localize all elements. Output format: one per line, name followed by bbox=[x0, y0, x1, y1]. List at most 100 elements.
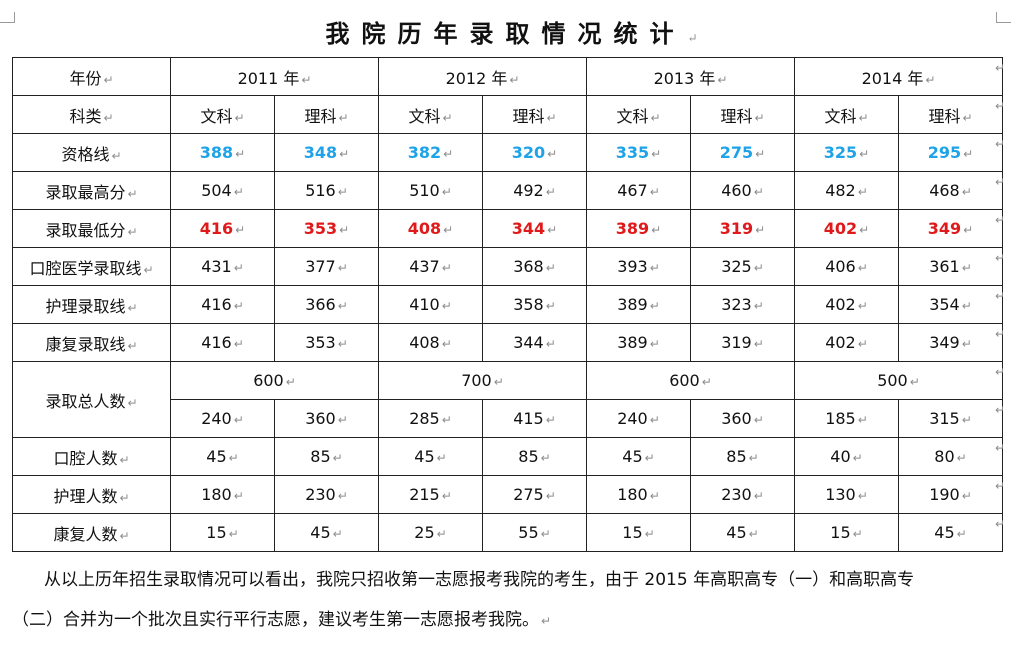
cell-end-mark-icon: ↵ bbox=[119, 528, 130, 543]
cell-text: 388 bbox=[199, 143, 234, 162]
score-cell: 510 ↵ bbox=[378, 171, 483, 210]
cell-text: 416 bbox=[199, 219, 234, 238]
cell-text: 320 bbox=[511, 143, 546, 162]
cell-end-mark-icon: ↵ bbox=[701, 375, 712, 389]
cell-text: 文科 bbox=[616, 106, 649, 126]
score-cell: 388 ↵ bbox=[170, 133, 275, 172]
count-cell: 40 ↵ bbox=[794, 437, 899, 476]
cell-end-mark-icon: ↵ bbox=[493, 375, 504, 389]
score-cell: 431 ↵ bbox=[170, 247, 275, 286]
cell-text: 45 bbox=[414, 447, 435, 466]
score-cell: 323 ↵ bbox=[690, 285, 795, 324]
total-row-year: 录取总人数 ↵ 600 ↵ 700 ↵ 600 ↵ 500 ↵ bbox=[12, 361, 1003, 438]
cell-end-mark-icon: ↵ bbox=[235, 223, 246, 237]
count-cell: 15 ↵ bbox=[170, 513, 275, 552]
cell-text: 85 bbox=[310, 447, 331, 466]
subject-header-cell: 理科 ↵ bbox=[482, 95, 587, 134]
cell-end-mark-icon: ↵ bbox=[547, 223, 558, 237]
score-cell: 295 ↵ bbox=[898, 133, 1003, 172]
cell-text: 349 bbox=[927, 219, 962, 238]
score-cell: 344 ↵ bbox=[482, 209, 587, 248]
subject-header-cell: 理科 ↵ bbox=[690, 95, 795, 134]
cell-text: 240 bbox=[617, 409, 648, 428]
cell-end-mark-icon: ↵ bbox=[546, 110, 557, 125]
count-cell: 360 ↵ bbox=[690, 399, 795, 438]
cell-text: 55 bbox=[518, 523, 539, 542]
year-header-cell: 2013 年 ↵ bbox=[586, 57, 795, 96]
cell-end-mark-icon: ↵ bbox=[338, 110, 349, 125]
cell-end-mark-icon: ↵ bbox=[285, 375, 296, 389]
cell-end-mark-icon: ↵ bbox=[301, 72, 312, 87]
cell-text: 360 bbox=[305, 409, 336, 428]
cell-end-mark-icon: ↵ bbox=[545, 413, 556, 427]
cell-end-mark-icon: ↵ bbox=[509, 72, 520, 87]
score-cell: 349 ↵ bbox=[898, 323, 1003, 362]
cell-text: 文科 bbox=[200, 106, 233, 126]
cell-end-mark-icon: ↵ bbox=[103, 72, 114, 87]
cell-text: 516 bbox=[305, 181, 336, 200]
score-cell: 319 ↵ bbox=[690, 209, 795, 248]
row-end-mark-icon: ↵ bbox=[995, 517, 1006, 531]
total-row-split: 240 ↵ 360 ↵ 285 ↵ 415 ↵ 240 ↵ 360 ↵ 185 ↵ 315 ↵ bbox=[13, 399, 1003, 438]
year-header-cell: 2011 年 ↵ bbox=[170, 57, 379, 96]
cell-end-mark-icon: ↵ bbox=[755, 147, 766, 161]
cell-end-mark-icon: ↵ bbox=[717, 72, 728, 87]
cell-end-mark-icon: ↵ bbox=[753, 261, 764, 275]
cell-text: 389 bbox=[615, 219, 650, 238]
cell-end-mark-icon: ↵ bbox=[103, 110, 114, 125]
row-label-cell: 资格线 ↵ bbox=[12, 133, 171, 172]
cell-text: 85 bbox=[518, 447, 539, 466]
count-cell: 180 ↵ bbox=[586, 475, 691, 514]
cell-text: 录取最高分 bbox=[45, 182, 126, 202]
cell-end-mark-icon: ↵ bbox=[857, 261, 868, 275]
cell-end-mark-icon: ↵ bbox=[963, 223, 974, 237]
cell-text: 45 bbox=[310, 523, 331, 542]
cell-text: 358 bbox=[513, 295, 544, 314]
cell-text: 319 bbox=[719, 219, 754, 238]
conclusion-paragraph-line-1: 从以上历年招生录取情况可以看出，我院只招收第一志愿报考我院的考生，由于 2015… bbox=[12, 570, 997, 590]
row-label-cell: 口腔人数 ↵ bbox=[12, 437, 171, 476]
cell-text: 510 bbox=[409, 181, 440, 200]
cell-end-mark-icon: ↵ bbox=[857, 413, 868, 427]
row-end-mark-icon: ↵ bbox=[995, 479, 1006, 493]
count-cell: 130 ↵ bbox=[794, 475, 899, 514]
cell-end-mark-icon: ↵ bbox=[547, 147, 558, 161]
score-cell: 368 ↵ bbox=[482, 247, 587, 286]
cell-text: 230 bbox=[305, 485, 336, 504]
cell-text: 361 bbox=[929, 257, 960, 276]
cell-end-mark-icon: ↵ bbox=[441, 299, 452, 313]
cell-text: 25 bbox=[414, 523, 435, 542]
cell-text: 415 bbox=[513, 409, 544, 428]
year-total-cell: 700 ↵ bbox=[378, 361, 587, 400]
row-label-cell: 康复人数 ↵ bbox=[12, 513, 171, 552]
cell-end-mark-icon: ↵ bbox=[545, 299, 556, 313]
cell-text: 185 bbox=[825, 409, 856, 428]
count-cell: 45 ↵ bbox=[170, 437, 275, 476]
score-cell: 416 ↵ bbox=[170, 209, 275, 248]
cell-text: 85 bbox=[726, 447, 747, 466]
row-label-cell: 录取最低分 ↵ bbox=[12, 209, 171, 248]
score-cell: 393 ↵ bbox=[586, 247, 691, 286]
score-cell: 389 ↵ bbox=[586, 285, 691, 324]
cell-end-mark-icon: ↵ bbox=[235, 147, 246, 161]
cell-text: 康复录取线 bbox=[45, 334, 126, 354]
cell-text: 416 bbox=[201, 295, 232, 314]
cell-text: 录取最低分 bbox=[45, 220, 126, 240]
row-end-mark-icon: ↵ bbox=[995, 137, 1006, 151]
title-text: 我院历年录取情况统计 bbox=[325, 19, 686, 48]
score-cell: 377 ↵ bbox=[274, 247, 379, 286]
cell-text: 323 bbox=[721, 295, 752, 314]
score-cell: 344 ↵ bbox=[482, 323, 587, 362]
count-cell: 55 ↵ bbox=[482, 513, 587, 552]
count-cell: 275 ↵ bbox=[482, 475, 587, 514]
year-header-cell: 2014 年 ↵ bbox=[794, 57, 1003, 96]
count-cell: 315 ↵ bbox=[898, 399, 1003, 438]
cell-text: 406 bbox=[825, 257, 856, 276]
row-label-cell: 护理人数 ↵ bbox=[12, 475, 171, 514]
cell-text: 408 bbox=[407, 219, 442, 238]
cell-text: 190 bbox=[929, 485, 960, 504]
cell-text: 275 bbox=[719, 143, 754, 162]
count-cell: 25 ↵ bbox=[378, 513, 483, 552]
admission-statistics-table: 年份 ↵ 2011 年 ↵ 2012 年 ↵ 2013 年 ↵ 2014 年 ↵ 科类 ↵ 文科 ↵ 理科 ↵… bbox=[12, 57, 1003, 552]
cell-end-mark-icon: ↵ bbox=[857, 337, 868, 351]
